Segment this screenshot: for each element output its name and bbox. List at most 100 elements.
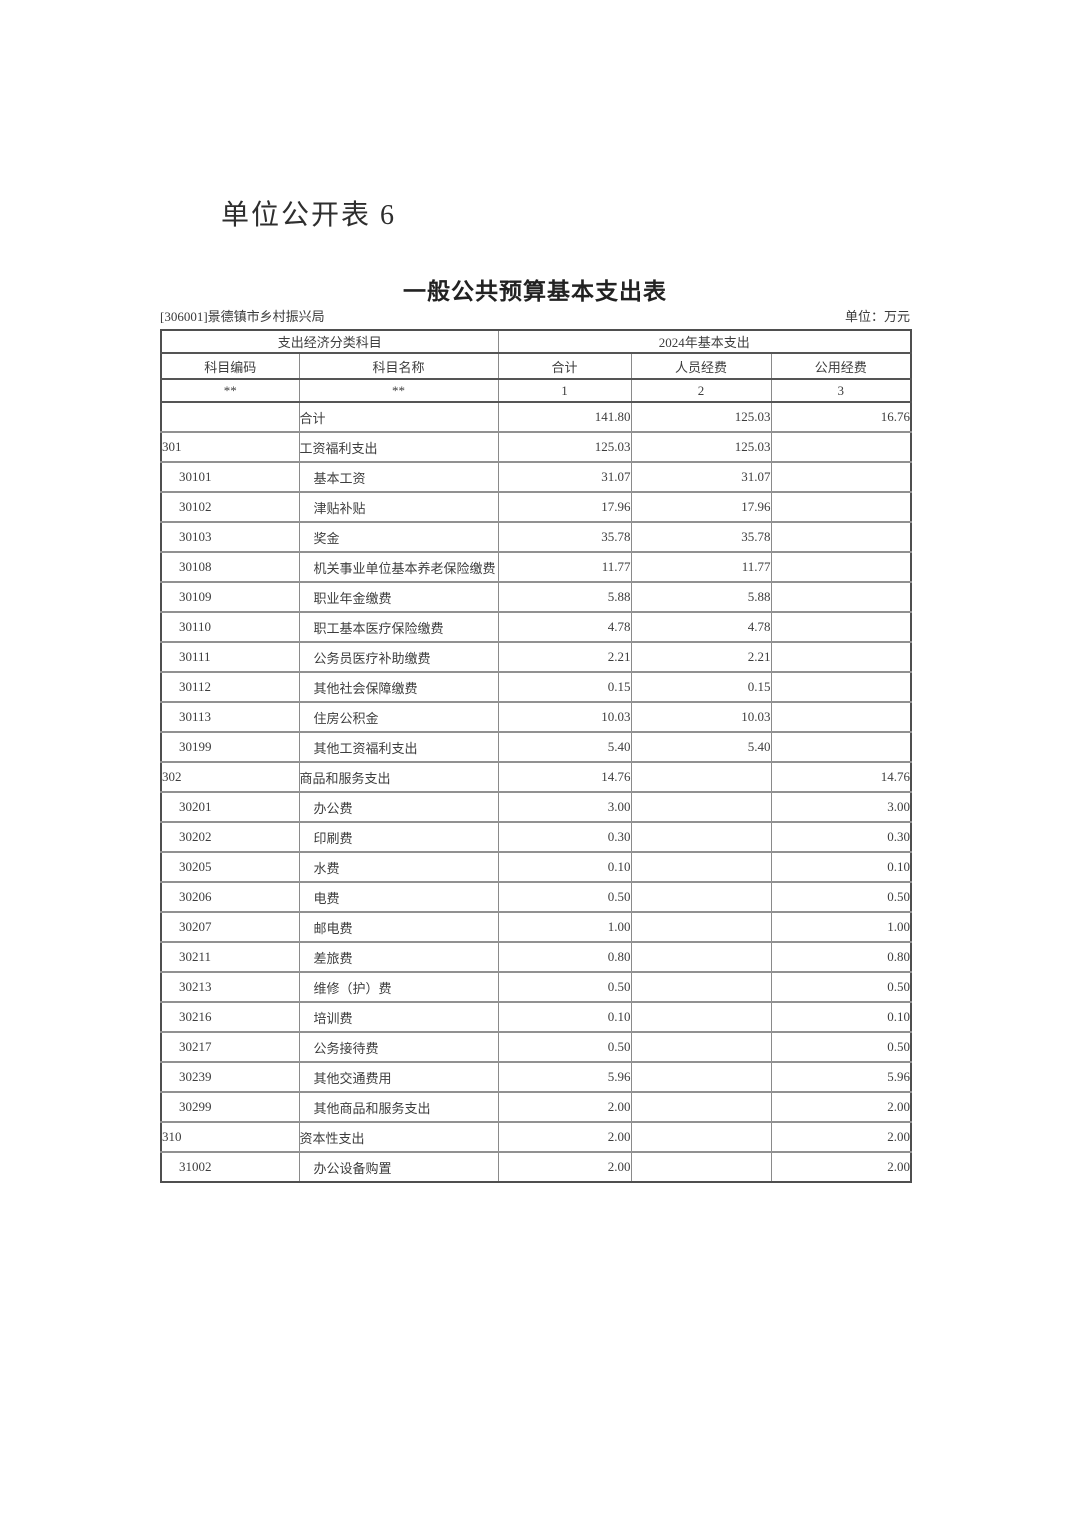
cell-code: 30211 [160,942,300,973]
cell-total: 10.03 [497,702,632,733]
table-row: 30101 基本工资 31.07 31.07 [160,462,912,493]
table-row: 301 工资福利支出 125.03 125.03 [160,432,912,463]
cell-code: 30207 [160,912,300,943]
cell-total: 0.10 [497,852,632,883]
cell-personnel: 35.78 [630,522,772,553]
cell-personnel: 17.96 [630,492,772,523]
unit-label: 单位：万元 [844,309,910,324]
cell-total: 2.00 [497,1092,632,1123]
cell-personnel [630,942,772,973]
cell-code: 30206 [160,882,300,913]
cell-code: 30217 [160,1032,300,1063]
cell-personnel: 0.15 [630,672,772,703]
sub-header-public: 3 [770,379,912,403]
cell-name: 工资福利支出 [298,432,499,463]
cell-personnel [630,1062,772,1093]
group-header-row: 支出经济分类科目 2024年基本支出 [160,330,912,354]
table-row: 30110 职工基本医疗保险缴费 4.78 4.78 [160,612,912,643]
table-row: 30239 其他交通费用 5.96 5.96 [160,1062,912,1093]
cell-public: 16.76 [770,402,912,433]
cell-total: 141.80 [497,402,632,433]
table-body: 合计 141.80 125.03 16.76 301 工资福利支出 125.03 125.03… [160,402,912,1182]
cell-name: 办公设备购置 [298,1152,499,1182]
cell-public: 0.10 [770,852,912,883]
cell-name: 差旅费 [298,942,499,973]
table-row: 30111 公务员医疗补助缴费 2.21 2.21 [160,642,912,673]
cell-public: 5.96 [770,1062,912,1093]
cell-code: 30239 [160,1062,300,1093]
cell-total: 4.78 [497,612,632,643]
cell-public [770,732,912,763]
cell-personnel [630,1002,772,1033]
cell-personnel [630,972,772,1003]
cell-personnel [630,1032,772,1063]
cell-public [770,612,912,643]
org-name: [306001]景德镇市乡村振兴局 [160,309,325,324]
cell-personnel: 5.88 [630,582,772,613]
cell-total: 1.00 [497,912,632,943]
cell-code: 30101 [160,462,300,493]
cell-code: 301 [160,432,300,463]
cell-name: 公务接待费 [298,1032,499,1063]
col-header-public: 公用经费 [770,353,912,380]
cell-name: 津贴补贴 [298,492,499,523]
cell-name: 印刷费 [298,822,499,853]
cell-total: 5.40 [497,732,632,763]
cell-total: 11.77 [497,552,632,583]
cell-personnel [630,762,772,793]
table-row: 31002 办公设备购置 2.00 2.00 [160,1152,912,1182]
cell-name: 其他工资福利支出 [298,732,499,763]
cell-name: 机关事业单位基本养老保险缴费 [298,552,499,583]
cell-total: 0.30 [497,822,632,853]
table-row: 30211 差旅费 0.80 0.80 [160,942,912,973]
cell-total: 5.96 [497,1062,632,1093]
cell-personnel [630,1122,772,1153]
cell-code: 310 [160,1122,300,1153]
table-row: 30299 其他商品和服务支出 2.00 2.00 [160,1092,912,1123]
cell-personnel [630,1092,772,1123]
col-header-name: 科目名称 [298,353,499,380]
cell-total: 0.50 [497,1032,632,1063]
table-row: 302 商品和服务支出 14.76 14.76 [160,762,912,793]
table-row: 30205 水费 0.10 0.10 [160,852,912,883]
cell-total: 2.00 [497,1122,632,1153]
cell-code: 30108 [160,552,300,583]
table-row: 30109 职业年金缴费 5.88 5.88 [160,582,912,613]
doc-label: 单位公开表 6 [221,200,397,231]
cell-code: 30103 [160,522,300,553]
cell-total: 0.10 [497,1002,632,1033]
cell-name: 公务员医疗补助缴费 [298,642,499,673]
cell-total: 17.96 [497,492,632,523]
cell-code [160,402,300,433]
cell-public: 2.00 [770,1122,912,1153]
cell-name: 培训费 [298,1002,499,1033]
table-row: 310 资本性支出 2.00 2.00 [160,1122,912,1153]
cell-code: 30113 [160,702,300,733]
cell-code: 30299 [160,1092,300,1123]
cell-code: 30201 [160,792,300,823]
table-row: 30199 其他工资福利支出 5.40 5.40 [160,732,912,763]
cell-code: 30111 [160,642,300,673]
cell-code: 30202 [160,822,300,853]
cell-total: 0.15 [497,672,632,703]
cell-code: 30112 [160,672,300,703]
cell-name: 维修（护）费 [298,972,499,1003]
cell-total: 31.07 [497,462,632,493]
sub-header-name: ** [298,379,499,403]
col-header-personnel: 人员经费 [630,353,772,380]
cell-public: 0.80 [770,942,912,973]
cell-name: 奖金 [298,522,499,553]
group-header-year: 2024年基本支出 [497,330,912,354]
cell-personnel: 125.03 [630,402,772,433]
cell-name: 水费 [298,852,499,883]
cell-name: 其他商品和服务支出 [298,1092,499,1123]
col-header-total: 合计 [497,353,632,380]
cell-code: 30199 [160,732,300,763]
cell-personnel: 4.78 [630,612,772,643]
cell-code: 30205 [160,852,300,883]
cell-name: 合计 [298,402,499,433]
cell-code: 31002 [160,1152,300,1182]
cell-personnel [630,1152,772,1182]
cell-personnel: 31.07 [630,462,772,493]
table-row: 30213 维修（护）费 0.50 0.50 [160,972,912,1003]
